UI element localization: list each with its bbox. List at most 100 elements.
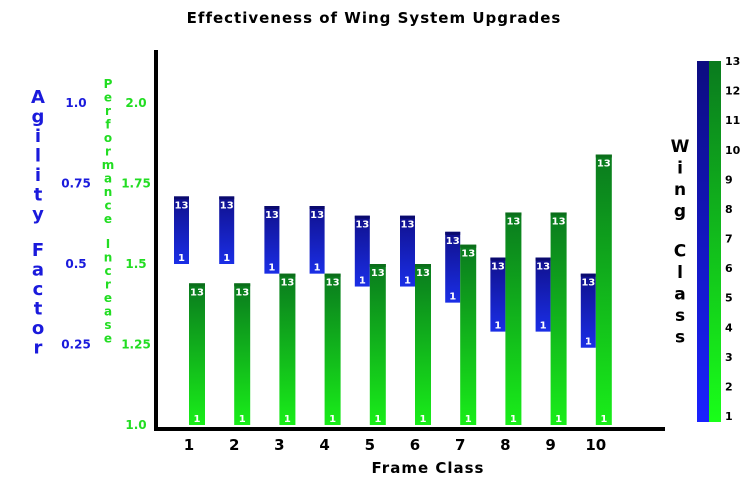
performance-bar-cap [189, 283, 205, 287]
agility-bar [264, 206, 280, 274]
agility-factor-label-char: i [35, 126, 41, 147]
performance-increase-label-char: r [105, 277, 111, 291]
performance-increase-label-char: a [104, 172, 112, 186]
x-axis-label: Frame Class [372, 459, 485, 477]
agility-factor-label-char: c [33, 279, 44, 300]
performance-bar [550, 212, 567, 425]
performance-increase-label-char: e [104, 291, 112, 305]
agility-factor-label-char: t [34, 185, 43, 206]
colorbar-tick-label: 4 [725, 321, 733, 334]
performance-increase-label-char: e [104, 91, 112, 105]
performance-bar-low-label: 1 [510, 414, 517, 425]
colorbar-tick-label: 9 [725, 173, 733, 186]
chart-title: Effectiveness of Wing System Upgrades [187, 9, 562, 27]
agility-bar-low-label: 1 [449, 292, 456, 303]
agility-bar-cap [445, 231, 461, 235]
performance-tick-label: 1.75 [121, 177, 151, 191]
agility-bar-low-label: 1 [540, 321, 547, 332]
performance-bar-cap [505, 212, 522, 216]
x-tick-label: 5 [365, 436, 375, 454]
colorbar-tick-label: 11 [725, 114, 740, 127]
agility-bar-cap [309, 206, 325, 210]
performance-increase-label-char: o [104, 131, 112, 145]
agility-bar-cap [174, 196, 189, 200]
wing-class-label-char: C [674, 241, 686, 261]
agility-bar [309, 206, 325, 274]
wing-class-label-char: s [675, 306, 685, 326]
performance-bar-low-label: 1 [465, 414, 472, 425]
colorbar-green [709, 61, 721, 422]
performance-increase-label-char: c [104, 199, 111, 213]
agility-bar-high-label: 13 [491, 262, 505, 273]
performance-tick-label: 1.5 [125, 257, 146, 271]
performance-increase-label-char: f [105, 118, 111, 132]
wing-class-label-char: g [674, 202, 686, 222]
performance-bar-high-label: 13 [235, 287, 249, 298]
colorbar-tick-label: 5 [725, 292, 733, 305]
x-tick-label: 9 [545, 436, 555, 454]
performance-increase-label-char: r [105, 145, 111, 159]
x-tick-label: 6 [410, 436, 420, 454]
performance-bar-high-label: 13 [190, 287, 204, 298]
agility-bar-low-label: 1 [494, 321, 501, 332]
agility-bar-low-label: 1 [585, 337, 592, 348]
performance-bar-cap [324, 273, 341, 277]
performance-axis-ticks: 2.0 1.75 1.5 1.25 1.0 [121, 96, 151, 432]
agility-bar-high-label: 13 [175, 200, 189, 211]
performance-increase-label-char: P [104, 77, 113, 91]
performance-bar-low-label: 1 [600, 414, 607, 425]
agility-bar-cap [580, 273, 596, 277]
colorbar-tick-label: 2 [725, 380, 733, 393]
agility-tick-label: 1.0 [65, 96, 86, 110]
agility-factor-label-char: i [35, 165, 41, 186]
agility-factor-label-char: g [32, 107, 45, 128]
colorbar-ticks: 13 12 11 10 9 8 7 6 5 4 3 2 1 [725, 55, 741, 423]
agility-tick-label: 0.5 [65, 257, 86, 271]
performance-bar-high-label: 13 [326, 278, 340, 289]
performance-bar-cap [550, 212, 567, 216]
agility-tick-label: 0.75 [61, 177, 91, 191]
performance-bar [460, 244, 477, 425]
performance-tick-label: 1.25 [121, 338, 151, 352]
agility-bar [445, 231, 461, 303]
agility-bar-low-label: 1 [223, 253, 230, 264]
performance-bar-cap [279, 273, 296, 277]
performance-bar [234, 283, 251, 425]
agility-bar-high-label: 13 [265, 210, 279, 221]
agility-bar [354, 215, 370, 287]
performance-increase-label-char: n [104, 250, 113, 264]
agility-tick-label: 0.25 [61, 338, 91, 352]
performance-bar-cap [415, 264, 431, 267]
performance-bar [415, 264, 431, 425]
performance-tick-label: 1.0 [125, 418, 146, 432]
performance-bar [189, 283, 205, 425]
agility-bar [174, 196, 189, 264]
agility-bar-high-label: 13 [220, 200, 234, 211]
performance-bar-high-label: 13 [416, 268, 430, 279]
agility-factor-label-char: r [34, 338, 43, 359]
agility-bar [219, 196, 235, 264]
performance-bar [369, 264, 386, 425]
x-tick-label: 1 [184, 436, 194, 454]
agility-bar [580, 273, 596, 348]
performance-bar-low-label: 1 [194, 414, 201, 425]
wing-class-label-char: i [677, 159, 683, 179]
colorbar-tick-label: 12 [725, 85, 740, 98]
x-tick-label: 8 [500, 436, 510, 454]
colorbar-tick-label: 6 [725, 262, 733, 275]
agility-bar-high-label: 13 [310, 210, 324, 221]
performance-increase-label-char: m [102, 158, 115, 172]
performance-bar-cap [460, 244, 477, 248]
agility-axis-ticks: 1.0 0.75 0.5 0.25 [61, 96, 91, 352]
agility-bar-low-label: 1 [314, 263, 321, 274]
x-tick-label: 4 [319, 436, 329, 454]
performance-increase-label-char: n [104, 185, 113, 199]
performance-bar-cap [369, 264, 386, 267]
agility-bar-cap [354, 215, 370, 219]
performance-increase-label-char: e [104, 212, 112, 226]
agility-bar-low-label: 1 [268, 263, 275, 274]
agility-factor-label-char: l [35, 146, 41, 167]
